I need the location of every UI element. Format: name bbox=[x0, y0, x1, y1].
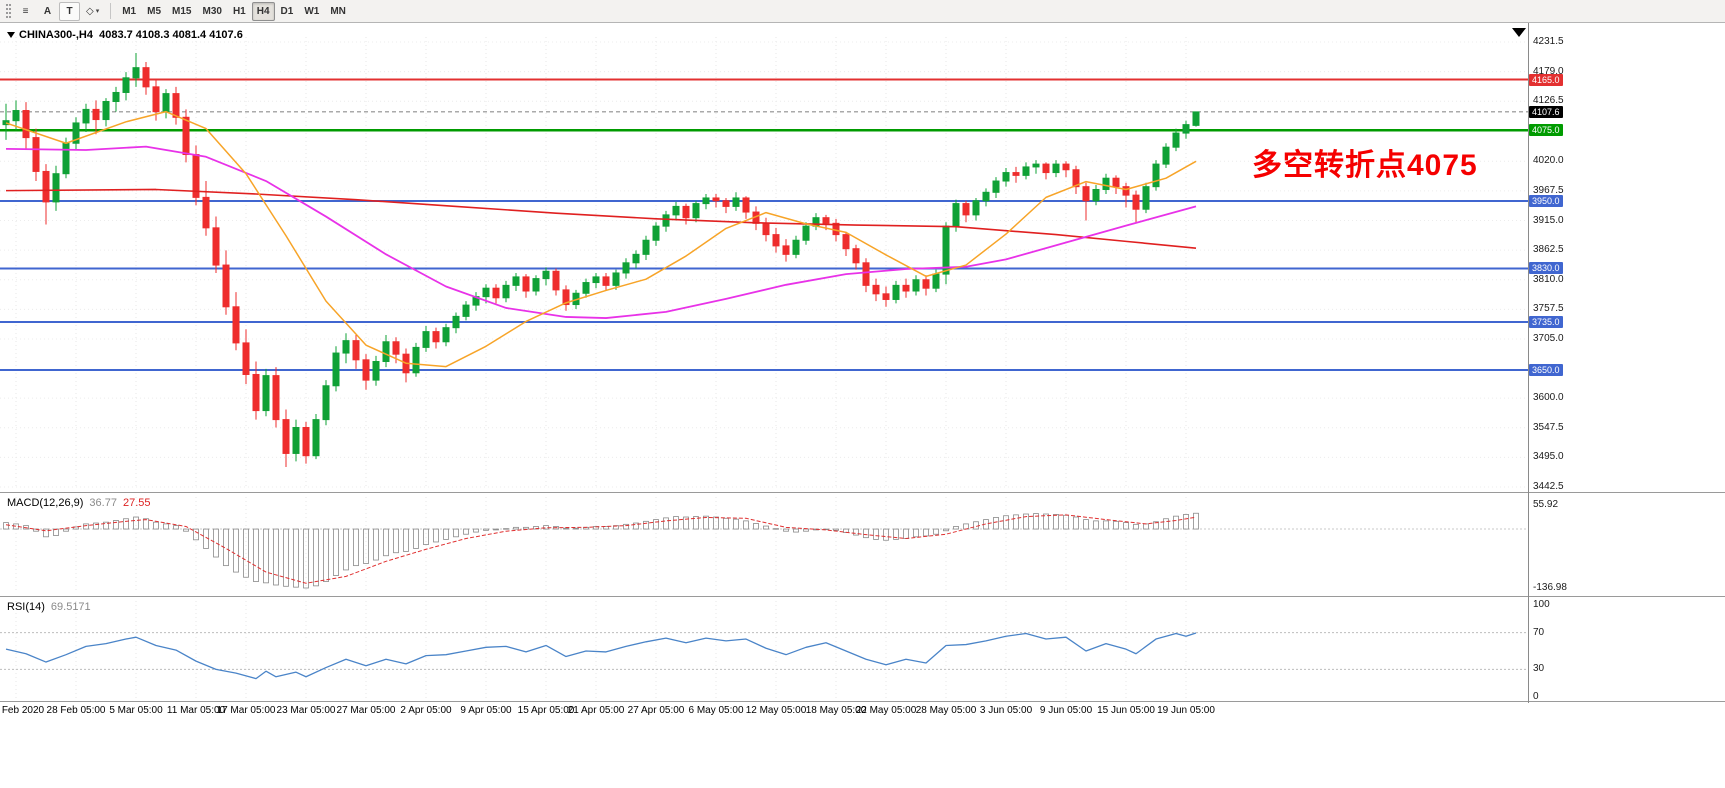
timeframe-button-m30[interactable]: M30 bbox=[202, 5, 222, 17]
timeframe-button-m5[interactable]: M5 bbox=[147, 5, 162, 17]
date-axis-label: 24 Feb 2020 bbox=[0, 705, 45, 716]
rsi-axis-label: 100 bbox=[1533, 599, 1550, 610]
drawing-tools-group: ≡ A T ◇ ▾ bbox=[15, 1, 104, 21]
date-axis-label: 28 May 05:00 bbox=[915, 705, 977, 716]
timeframe-button-m1[interactable]: M1 bbox=[122, 5, 137, 17]
price-axis-label: 4020.0 bbox=[1533, 155, 1564, 167]
toolbar-separator bbox=[110, 3, 112, 19]
panel-divider bbox=[0, 701, 1725, 702]
level-price-badge: 3950.0 bbox=[1529, 194, 1563, 207]
date-axis-label: 19 Jun 05:00 bbox=[1157, 705, 1215, 716]
date-axis-label: 2 Apr 05:00 bbox=[400, 705, 452, 716]
price-axis-label: 3495.0 bbox=[1533, 451, 1564, 463]
macd-label: MACD(12,26,9) 36.77 27.55 bbox=[7, 497, 150, 509]
price-axis-label: 4231.5 bbox=[1533, 36, 1564, 47]
rsi-label: RSI(14) 69.5171 bbox=[7, 601, 91, 613]
price-axis[interactable]: 4231.5 4179.0 4126.5 4020.0 3967.5 3915.0 3862… bbox=[1528, 0, 1598, 720]
price-axis-label: 3547.5 bbox=[1533, 421, 1564, 433]
level-price-badge: 4075.0 bbox=[1529, 124, 1563, 137]
macd-signal-value: 27.55 bbox=[122, 497, 151, 509]
chart-title: CHINA300-,H4 4083.7 4108.3 4081.4 4107.6 bbox=[7, 29, 243, 41]
price-axis-label: 3705.0 bbox=[1533, 332, 1564, 344]
toolbar-grip[interactable] bbox=[6, 4, 11, 18]
rsi-indicator-name: RSI(14) bbox=[7, 601, 45, 613]
rsi-axis-label: 70 bbox=[1533, 626, 1545, 638]
date-axis-label: 21 Apr 05:00 bbox=[567, 705, 625, 716]
price-axis-label: 3967.5 bbox=[1533, 184, 1564, 196]
date-axis-label: 3 Jun 05:00 bbox=[979, 705, 1033, 716]
chevron-down-icon: ▾ bbox=[95, 8, 100, 15]
date-axis-label: 27 Apr 05:00 bbox=[627, 705, 685, 716]
price-axis-label: 4179.0 bbox=[1533, 65, 1564, 77]
chart-symbol-timeframe: CHINA300-,H4 bbox=[19, 29, 93, 41]
date-axis-label: 9 Apr 05:00 bbox=[460, 705, 512, 716]
macd-main-value: 36.77 bbox=[89, 497, 117, 509]
date-axis-label: 6 May 05:00 bbox=[688, 705, 744, 716]
level-price-badge: 3830.0 bbox=[1529, 262, 1563, 275]
date-axis-label: 15 Apr 05:00 bbox=[517, 705, 575, 716]
price-axis-label: 4126.5 bbox=[1533, 95, 1564, 107]
current-price-badge: 4107.6 bbox=[1529, 105, 1563, 118]
chart-dropdown-icon[interactable] bbox=[7, 32, 15, 38]
price-axis-label: 3915.0 bbox=[1533, 214, 1564, 226]
macd-indicator-name: MACD(12,26,9) bbox=[7, 497, 84, 509]
rsi-axis-label: 0 bbox=[1533, 691, 1539, 702]
rsi-value: 69.5171 bbox=[50, 601, 91, 613]
text-label-tool-icon[interactable]: A bbox=[43, 5, 52, 17]
timeframe-button-h4[interactable]: H4 bbox=[251, 1, 275, 21]
price-axis-label: 3757.5 bbox=[1533, 303, 1564, 315]
date-axis-label: 17 Mar 05:00 bbox=[216, 705, 276, 716]
date-axis-label: 5 Mar 05:00 bbox=[109, 705, 163, 716]
macd-axis-label: 55.92 bbox=[1533, 499, 1559, 510]
date-axis-label: 12 May 05:00 bbox=[745, 705, 807, 716]
main-chart-canvas[interactable] bbox=[0, 23, 1529, 492]
date-axis-label: 28 Feb 05:00 bbox=[46, 705, 106, 716]
date-axis-label: 15 Jun 05:00 bbox=[1097, 705, 1155, 716]
timeframes-group: M1 M5 M15 M30 H1 H4 D1 W1 MN bbox=[117, 1, 351, 21]
chart-ohlc-values: 4083.7 4108.3 4081.4 4107.6 bbox=[99, 29, 243, 41]
level-price-badge: 3650.0 bbox=[1529, 363, 1563, 376]
rsi-panel-canvas[interactable] bbox=[0, 598, 1529, 701]
macd-axis-label: -136.98 bbox=[1533, 582, 1567, 593]
date-axis-label: 18 May 05:00 bbox=[805, 705, 867, 716]
panel-divider[interactable] bbox=[0, 596, 1725, 597]
toolbar: ≡ A T ◇ ▾ M1 M5 M15 M30 H1 H4 D1 W1 MN bbox=[0, 0, 1725, 23]
price-axis-line bbox=[1528, 23, 1529, 703]
price-axis-label: 3810.0 bbox=[1533, 273, 1564, 285]
line-studies-tool-icon[interactable]: ≡ bbox=[22, 5, 29, 17]
level-price-badge: 3735.0 bbox=[1529, 316, 1563, 329]
date-axis-label: 22 May 05:00 bbox=[855, 705, 917, 716]
rsi-axis-label: 30 bbox=[1533, 663, 1545, 675]
price-axis-label: 3442.5 bbox=[1533, 481, 1564, 492]
date-axis-label: 23 Mar 05:00 bbox=[276, 705, 336, 716]
annotation-text: 多空转折点4075 bbox=[1252, 149, 1478, 182]
price-axis-label: 3600.0 bbox=[1533, 392, 1564, 404]
text-tool-icon[interactable]: T bbox=[59, 1, 80, 21]
chart-shift-marker[interactable] bbox=[1512, 28, 1526, 37]
macd-panel-canvas[interactable] bbox=[0, 494, 1529, 596]
shapes-tool-icon[interactable]: ◇ ▾ bbox=[86, 5, 100, 17]
price-axis-label: 3862.5 bbox=[1533, 244, 1564, 256]
panel-divider[interactable] bbox=[0, 492, 1725, 493]
timeframe-button-d1[interactable]: D1 bbox=[280, 5, 294, 17]
timeframe-button-h1[interactable]: H1 bbox=[232, 5, 246, 17]
date-axis-label: 11 Mar 05:00 bbox=[166, 705, 226, 716]
date-axis-label: 9 Jun 05:00 bbox=[1039, 705, 1093, 716]
level-price-badge: 4165.0 bbox=[1529, 73, 1563, 86]
timeframe-button-m15[interactable]: M15 bbox=[172, 5, 192, 17]
timeframe-button-w1[interactable]: W1 bbox=[304, 5, 320, 17]
timeframe-button-mn[interactable]: MN bbox=[330, 5, 346, 17]
date-axis-label: 27 Mar 05:00 bbox=[336, 705, 396, 716]
